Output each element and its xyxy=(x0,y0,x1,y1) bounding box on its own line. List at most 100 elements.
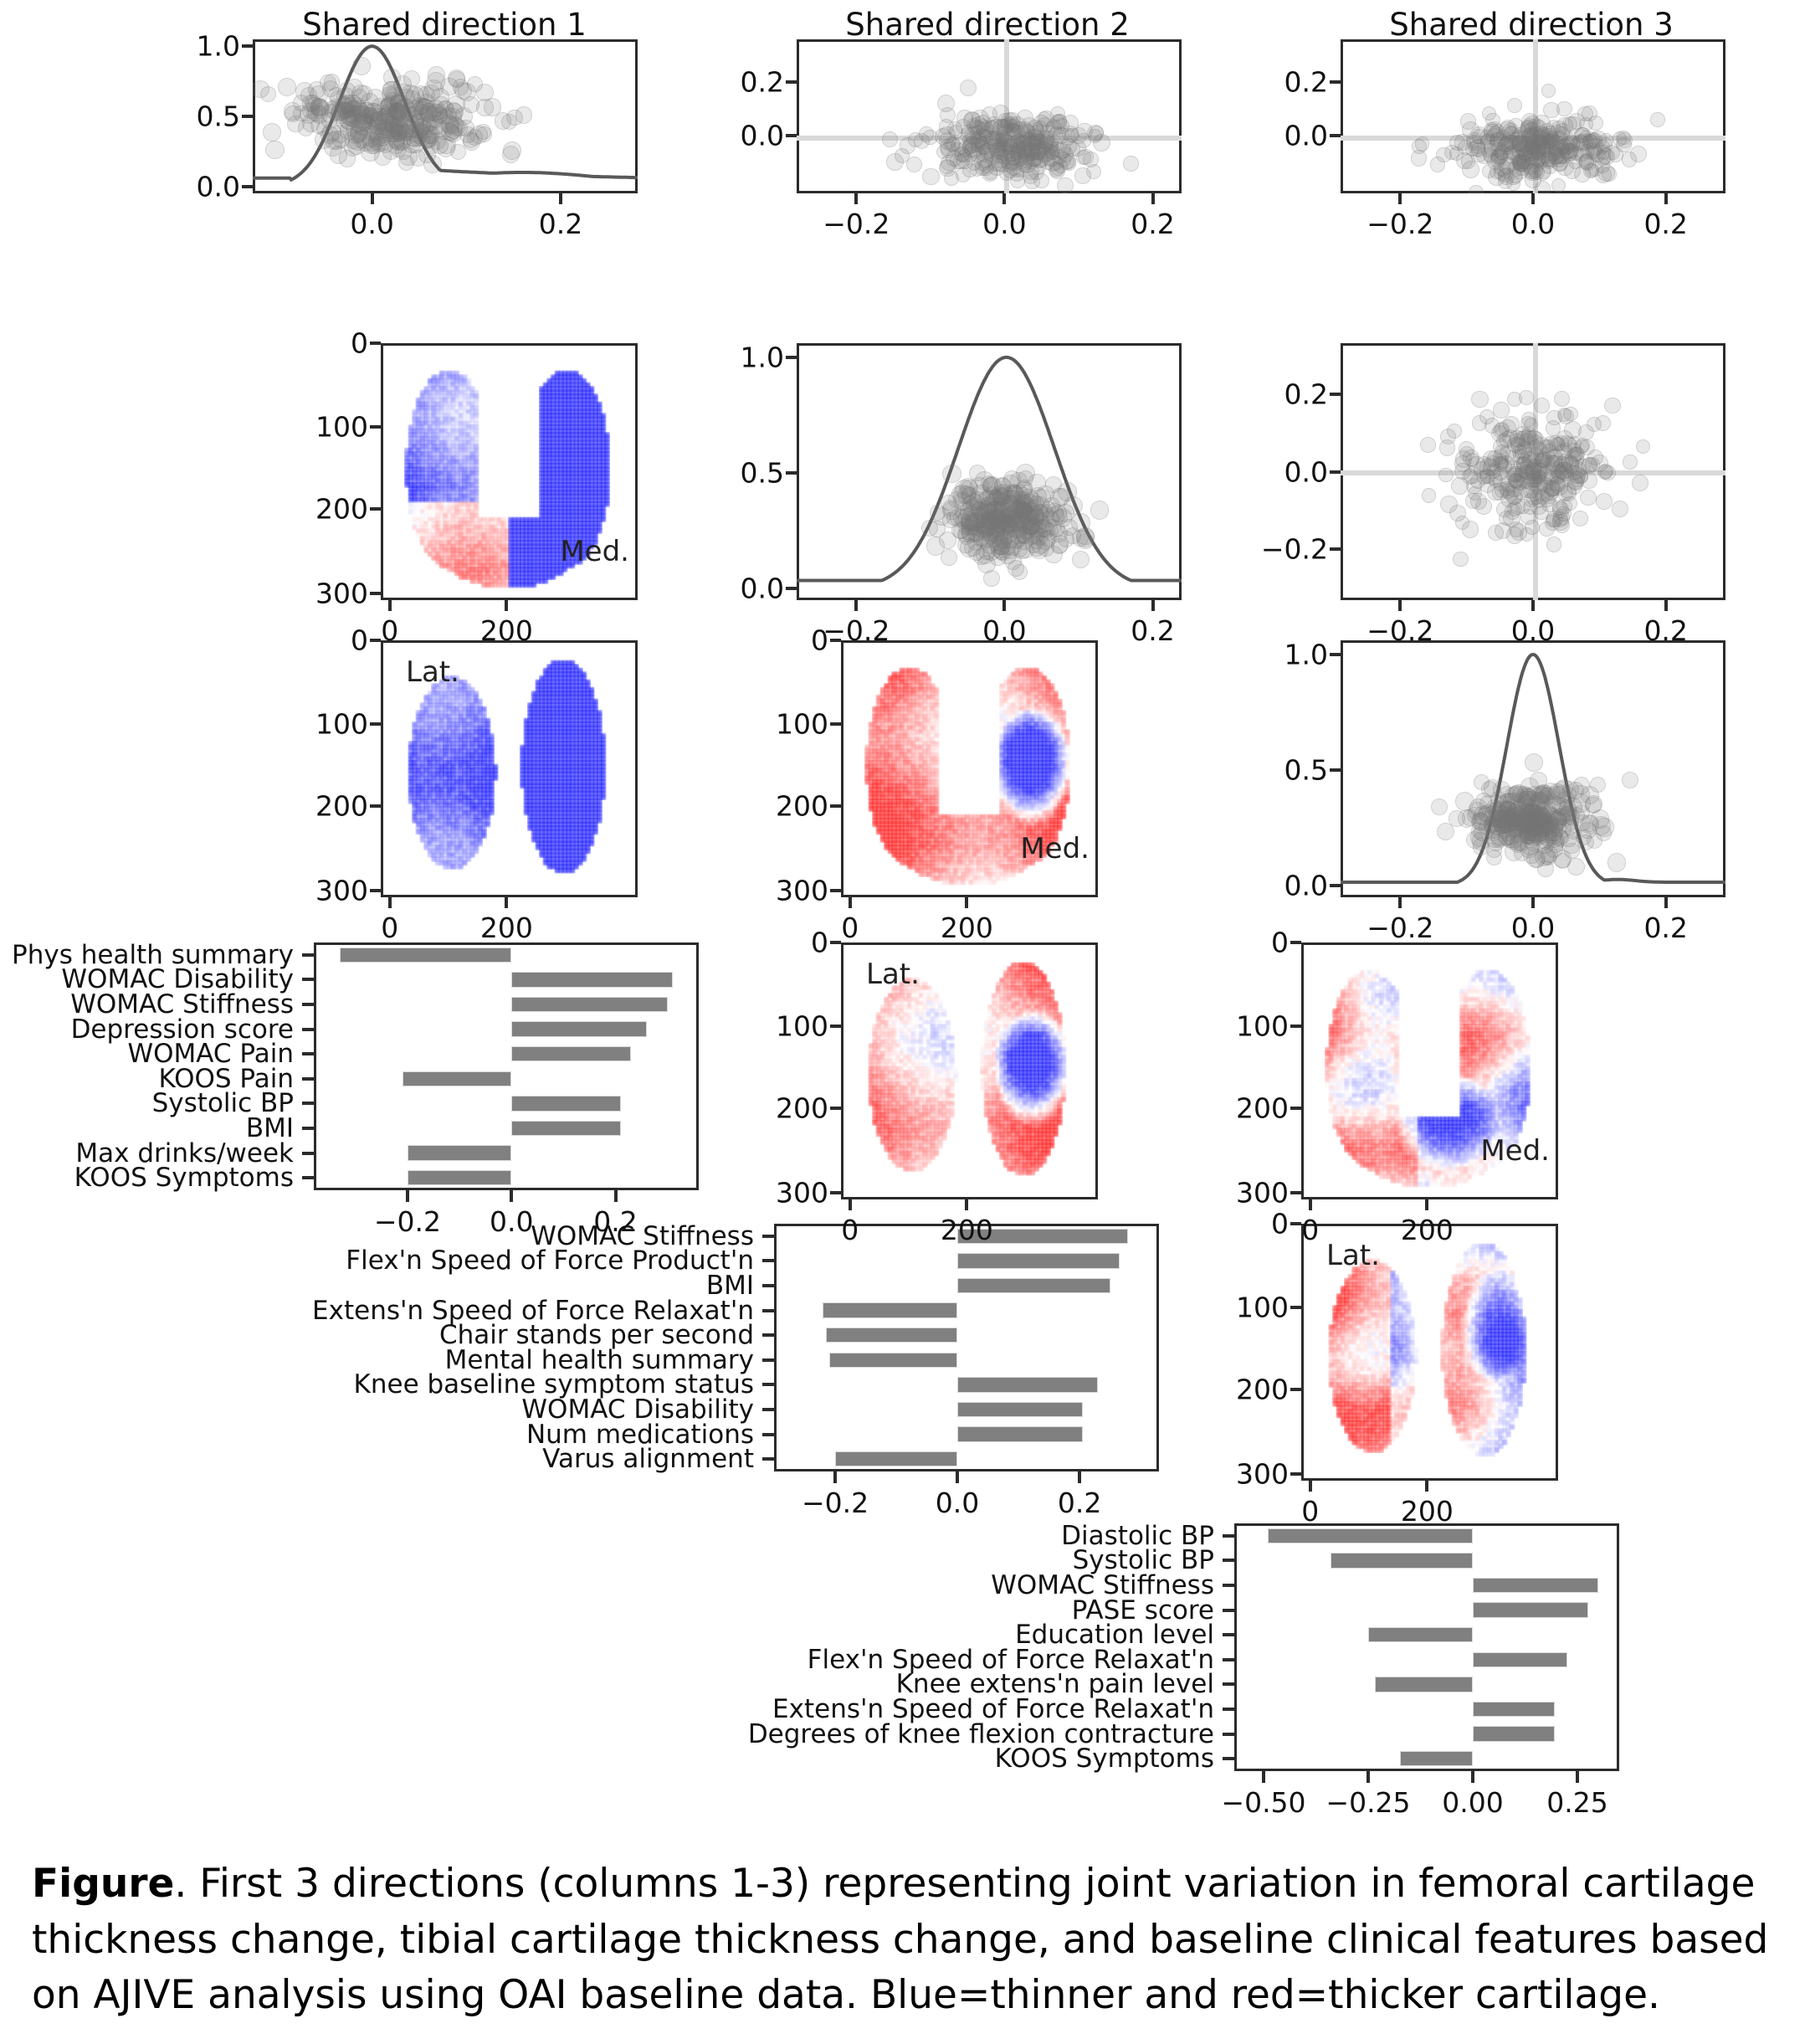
heatmap-cell xyxy=(428,733,433,738)
heatmap-cell xyxy=(493,575,498,580)
heatmap-cell xyxy=(454,405,459,410)
heatmap-cell xyxy=(462,448,467,453)
heatmap-cell xyxy=(551,752,556,758)
heatmap-cell xyxy=(454,421,459,426)
heatmap-cell xyxy=(423,498,428,503)
heatmap-cell xyxy=(589,482,594,487)
heatmap-cell xyxy=(459,567,464,573)
heatmap-cell xyxy=(539,409,544,414)
heatmap-cell xyxy=(539,683,544,688)
heatmap-cell xyxy=(570,748,575,754)
heatmap-cell xyxy=(531,571,536,576)
heatmap-cell xyxy=(562,444,567,449)
heatmap-cell xyxy=(555,528,560,534)
heatmap-cell xyxy=(570,741,575,746)
heatmap-cell xyxy=(551,687,556,692)
heatmap-cell xyxy=(474,764,479,769)
heatmap-cell xyxy=(462,402,467,407)
heatmap-cell xyxy=(462,702,467,707)
heatmap-cell xyxy=(577,448,582,453)
heatmap-cell xyxy=(447,479,452,484)
heatmap-cell xyxy=(431,417,437,422)
heatmap-cell xyxy=(601,783,606,788)
heatmap-cell xyxy=(454,486,459,491)
heatmap-cell xyxy=(500,547,505,553)
heatmap-cell xyxy=(566,455,572,460)
heatmap-cell xyxy=(489,532,495,537)
heatmap-cell xyxy=(428,517,433,522)
heatmap-cell xyxy=(450,417,456,422)
heatmap-cell xyxy=(462,556,467,561)
heatmap-cell xyxy=(450,525,456,530)
heatmap-cell xyxy=(478,532,483,537)
heatmap-cell xyxy=(447,726,452,731)
heatmap-cell xyxy=(431,463,437,468)
heatmap-cell xyxy=(469,764,475,769)
heatmap-cell xyxy=(597,795,602,800)
heatmap-cell xyxy=(566,660,572,665)
heatmap-cell xyxy=(524,752,529,758)
heatmap-cell xyxy=(558,494,563,499)
heatmap-cell xyxy=(558,444,563,449)
heatmap-cell xyxy=(570,691,575,696)
panel-tibial-map-dir1: Lat. xyxy=(381,640,638,897)
heatmap-cell xyxy=(524,776,529,781)
scatter-point xyxy=(1493,402,1510,419)
heatmap-cell xyxy=(408,498,413,503)
heatmap-cell xyxy=(431,722,437,727)
heatmap-cell xyxy=(412,429,418,434)
heatmap-cell xyxy=(543,540,548,545)
heatmap-cell xyxy=(546,378,552,383)
heatmap-cell xyxy=(443,525,448,530)
heatmap-cell xyxy=(558,779,563,784)
heatmap-cell xyxy=(577,486,582,491)
heatmap-cell xyxy=(423,783,428,788)
heatmap-cell xyxy=(543,772,548,777)
heatmap-cell xyxy=(459,702,464,707)
heatmap-cell xyxy=(512,521,517,526)
heatmap-cell xyxy=(431,540,437,545)
heatmap-cell xyxy=(551,695,556,700)
heatmap-cell xyxy=(420,787,425,793)
heatmap-cell xyxy=(450,501,456,506)
heatmap-cell xyxy=(577,748,582,754)
heatmap-cell xyxy=(536,779,541,784)
heatmap-cell xyxy=(570,528,575,534)
heatmap-cell xyxy=(462,810,467,815)
heatmap-cell xyxy=(416,764,421,769)
heatmap-cell xyxy=(435,748,440,754)
heatmap-cell xyxy=(408,463,413,468)
heatmap-cell xyxy=(558,521,563,526)
heatmap-cell xyxy=(408,772,413,777)
heatmap-cell xyxy=(574,722,579,727)
heatmap-cell xyxy=(481,706,486,711)
heatmap-cell xyxy=(570,525,575,530)
heatmap-cell xyxy=(462,398,467,403)
heatmap-cell xyxy=(562,695,567,700)
heatmap-cell xyxy=(555,675,560,680)
heatmap-cell xyxy=(428,710,433,716)
heatmap-cell xyxy=(450,475,456,480)
heatmap-cell xyxy=(558,421,563,426)
heatmap-cell xyxy=(466,691,471,696)
heatmap-cell xyxy=(536,552,541,557)
heatmap-cell xyxy=(577,783,582,788)
heatmap-cell xyxy=(536,768,541,773)
scatter-point xyxy=(444,108,462,126)
heatmap-cell xyxy=(604,479,610,484)
heatmap-cell xyxy=(447,757,452,762)
heatmap-cell xyxy=(428,405,433,410)
heatmap-cell xyxy=(505,540,510,545)
heatmap-cell xyxy=(474,417,479,422)
heatmap-cell xyxy=(566,726,572,731)
heatmap-cell xyxy=(543,467,548,472)
heatmap-cell xyxy=(497,578,502,583)
heatmap-cell xyxy=(543,799,548,804)
heatmap-cell xyxy=(551,776,556,781)
heatmap-cell xyxy=(450,718,456,723)
heatmap-cell xyxy=(439,455,444,460)
heatmap-cell xyxy=(546,509,552,515)
heatmap-cell xyxy=(431,506,437,511)
heatmap-cell xyxy=(408,506,413,511)
heatmap-cell xyxy=(459,799,464,804)
